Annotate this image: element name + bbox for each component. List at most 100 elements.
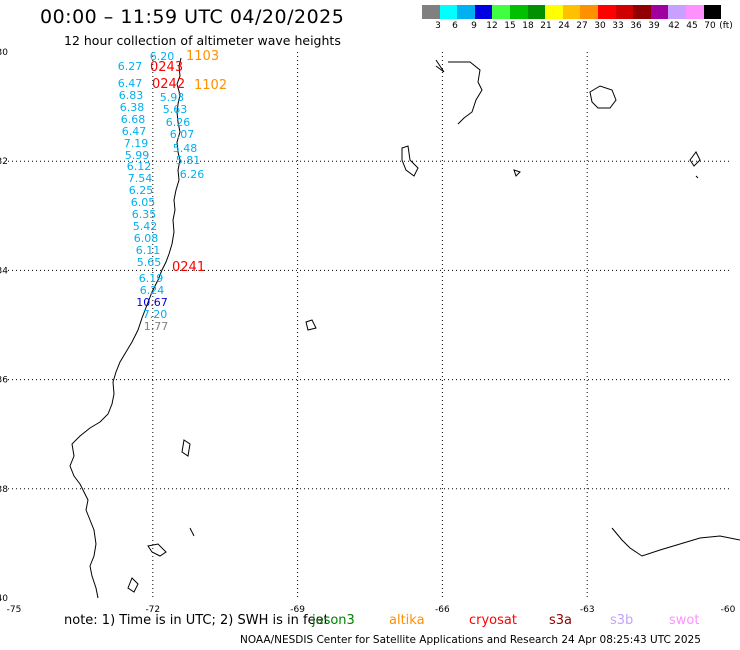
legend-label: 18 <box>522 21 534 31</box>
wave-height-value: 6.26 <box>166 116 191 129</box>
wave-height-value: 10.67 <box>136 296 168 309</box>
legend-swatch <box>703 5 722 19</box>
altimeter-observations: 6.206.276.476.836.386.686.477.195.996.12… <box>118 50 205 333</box>
satellite-name: s3a <box>549 613 573 628</box>
lat-tick-label: -34 <box>0 266 8 276</box>
argentina-coastline-south <box>611 527 740 557</box>
wave-height-value: 6.20 <box>150 50 175 63</box>
legend-label: 39 <box>648 21 660 31</box>
legend-swatch <box>527 5 546 19</box>
island-1 <box>589 85 617 109</box>
legend-swatch <box>457 5 475 19</box>
lat-tick-label: -36 <box>0 376 8 386</box>
legend-swatch <box>439 5 458 19</box>
island-6 <box>181 439 191 457</box>
wave-height-value: 6.07 <box>170 128 195 141</box>
color-legend-labels: 3 6 9 12 15 18 21 24 27 30 33 36 39 42 45 70 (ft) <box>422 21 740 33</box>
legend-label: 27 <box>576 21 588 31</box>
wave-height-value: 6.11 <box>136 244 161 257</box>
legend-swatch <box>633 5 651 19</box>
legend-swatch <box>685 5 704 19</box>
wave-height-value: 7.20 <box>143 308 168 321</box>
map-title: 00:00 – 11:59 UTC 04/20/2025 <box>40 6 345 28</box>
wave-height-value: 5.48 <box>173 142 198 155</box>
pass-time-label: 1102 <box>194 78 227 93</box>
legend-swatch <box>545 5 563 19</box>
wave-height-value: 6.24 <box>140 284 165 297</box>
island-3 <box>513 169 521 177</box>
lon-tick-label: -63 <box>580 605 595 615</box>
credit-line: NOAA/NESDIS Center for Satellite Applica… <box>240 634 701 646</box>
argentina-coastline-north <box>435 59 483 125</box>
lat-tick-label: -40 <box>0 594 8 604</box>
legend-swatch <box>668 5 686 19</box>
lat-tick-label: -32 <box>0 157 8 167</box>
map-subtitle: 12 hour collection of altimeter wave hei… <box>64 33 341 48</box>
legend-label: 3 <box>435 21 441 31</box>
legend-label: 42 <box>668 21 680 31</box>
wave-height-value: 6.25 <box>129 184 154 197</box>
wave-height-value: 6.68 <box>121 113 146 126</box>
legend-swatch <box>509 5 528 19</box>
wave-height-value: 1.77 <box>144 320 169 333</box>
wave-height-value: 6.26 <box>180 168 205 181</box>
lon-tick-label: -75 <box>7 605 22 615</box>
wave-height-value: 6.83 <box>119 89 144 102</box>
lat-lon-gridlines <box>8 52 732 598</box>
wave-height-value: 6.27 <box>118 60 143 73</box>
wave-height-value: 5.65 <box>137 256 162 269</box>
legend-label: 36 <box>630 21 642 31</box>
lon-tick-label: -66 <box>435 605 450 615</box>
legend-swatch <box>597 5 616 19</box>
legend-label: 24 <box>558 21 570 31</box>
island-8 <box>127 577 139 593</box>
wave-height-value: 6.12 <box>127 160 152 173</box>
legend-label: (ft) <box>719 21 733 31</box>
wave-height-value: 5.81 <box>176 154 201 167</box>
satellite-name: swot <box>669 613 700 628</box>
lon-tick-label: -69 <box>290 605 305 615</box>
pass-time-label: 1103 <box>186 49 219 64</box>
island-5 <box>305 319 317 331</box>
wave-height-value: 7.19 <box>124 137 149 150</box>
wave-height-value: 6.47 <box>122 125 147 138</box>
legend-label: 15 <box>504 21 516 31</box>
chile-coastline <box>69 57 182 599</box>
color-legend <box>422 5 722 19</box>
pass-time-label: 0242 <box>152 77 185 92</box>
wave-height-value: 5.63 <box>163 103 188 116</box>
wave-height-value: 6.19 <box>139 272 164 285</box>
legend-swatch <box>650 5 669 19</box>
legend-label: 70 <box>704 21 716 31</box>
pass-time-label: 0241 <box>172 260 205 275</box>
lon-tick-label: -60 <box>721 605 736 615</box>
island-2 <box>401 145 419 177</box>
satellite-name: jason3 <box>312 613 355 628</box>
legend-swatch <box>492 5 510 19</box>
satellite-name: s3b <box>610 613 634 628</box>
lon-tick-label: -72 <box>145 605 160 615</box>
legend-label: 30 <box>594 21 606 31</box>
lat-tick-label: -30 <box>0 48 8 58</box>
footer-note: note: 1) Time is in UTC; 2) SWH is in fe… <box>64 613 329 628</box>
axis-tick-labels: -30 -32 -34 -36 -38 -40-75 -72 -69 -66 -63 -60 <box>0 48 736 615</box>
legend-swatch <box>580 5 598 19</box>
satellite-name: cryosat <box>469 613 517 628</box>
wave-height-value: 5.42 <box>133 220 158 233</box>
legend-label: 45 <box>686 21 698 31</box>
legend-swatch <box>474 5 493 19</box>
wave-height-value: 5.93 <box>160 91 185 104</box>
satellite-name: altika <box>389 613 425 628</box>
wave-height-value: 6.47 <box>118 77 143 90</box>
wave-height-value: 6.05 <box>131 196 156 209</box>
wave-height-value: 6.35 <box>132 208 157 221</box>
pass-time-label: 0243 <box>150 60 183 75</box>
legend-label: 12 <box>486 21 498 31</box>
legend-label: 33 <box>612 21 624 31</box>
island-4 <box>689 151 701 179</box>
island-7 <box>147 527 195 557</box>
wave-height-value: 6.38 <box>120 101 145 114</box>
legend-swatch <box>562 5 581 19</box>
